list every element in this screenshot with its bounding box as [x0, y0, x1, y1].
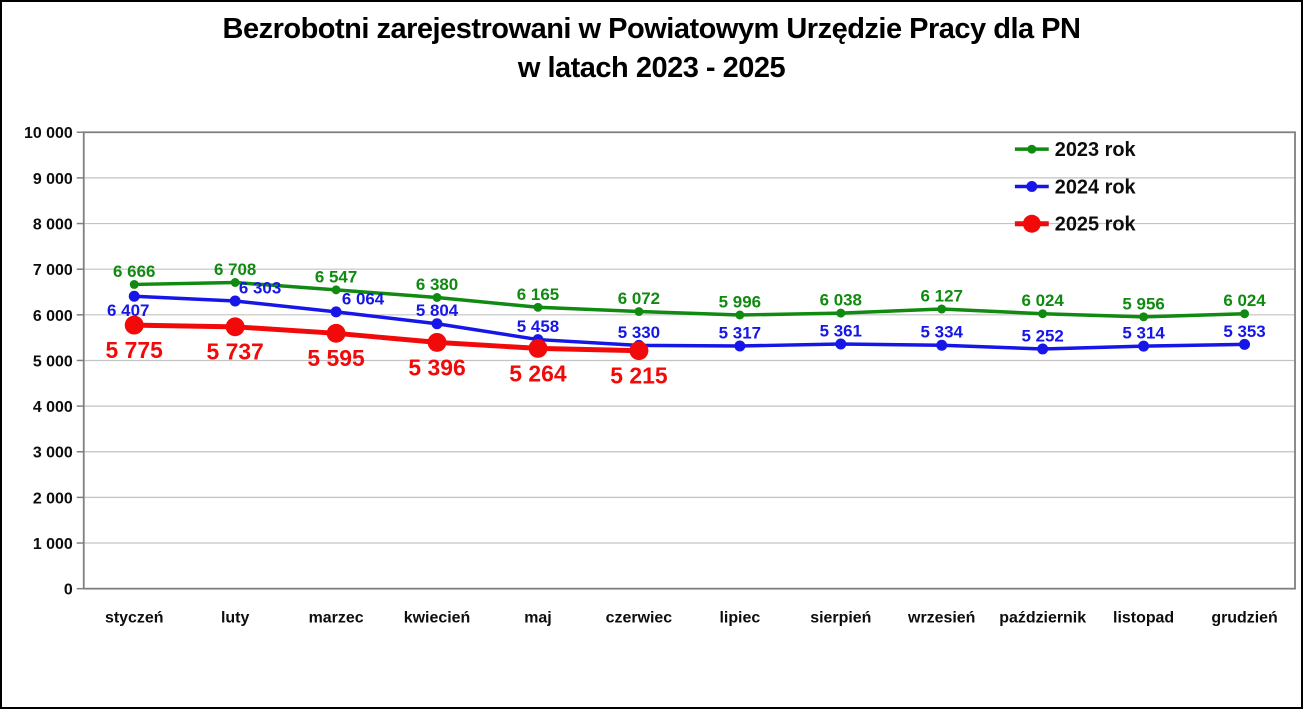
x-axis-label: grudzień	[1211, 609, 1277, 626]
data-point-2023	[937, 304, 947, 314]
x-axis-label: sierpień	[810, 609, 871, 626]
data-point-2023	[230, 278, 240, 287]
y-axis-label: 1 000	[33, 536, 73, 553]
y-axis-label: 8 000	[33, 217, 73, 234]
legend-marker-2025	[1022, 214, 1041, 233]
data-label-2023: 6 666	[113, 262, 155, 281]
data-label-2024: 5 334	[921, 323, 964, 342]
data-label-2023: 6 024	[1021, 291, 1064, 310]
x-axis-label: październik	[999, 609, 1086, 626]
y-axis-label: 2 000	[33, 490, 73, 507]
data-label-2023: 6 380	[416, 275, 458, 294]
data-point-2025	[528, 338, 548, 358]
legend-marker-2024	[1026, 180, 1038, 192]
data-point-2023	[1139, 312, 1149, 322]
x-axis-label: czerwiec	[606, 609, 673, 626]
data-label-2025: 5 595	[307, 345, 365, 371]
data-point-2024	[229, 295, 241, 307]
chart-title: Bezrobotni zarejestrowani w Powiatowym U…	[2, 10, 1301, 88]
data-point-2024	[128, 290, 140, 302]
data-point-2023	[836, 308, 846, 318]
data-label-2024: 6 407	[107, 301, 149, 320]
data-point-2023	[129, 279, 139, 289]
x-axis-label: maj	[524, 609, 551, 626]
data-label-2024: 5 330	[618, 323, 660, 342]
legend-marker-2023	[1027, 144, 1037, 154]
data-point-2024	[936, 339, 948, 351]
legend-label: 2024 rok	[1055, 176, 1137, 198]
data-label-2025: 5 264	[509, 360, 567, 386]
data-point-2024	[835, 338, 847, 350]
data-point-2023	[533, 302, 543, 312]
series-line-2025	[134, 322, 639, 354]
data-point-2024	[330, 306, 342, 318]
data-label-2025: 5 396	[408, 354, 465, 380]
data-label-2024: 6 303	[239, 279, 281, 298]
data-label-2024: 6 064	[342, 289, 385, 308]
x-axis-label: wrzesień	[907, 609, 975, 626]
data-label-2024: 5 458	[517, 317, 559, 336]
data-point-2025	[629, 341, 649, 361]
data-label-2025: 5 737	[206, 339, 263, 365]
data-point-2023	[634, 307, 644, 317]
data-point-2025	[124, 315, 144, 335]
data-label-2024: 5 804	[416, 301, 459, 320]
data-label-2023: 5 956	[1122, 294, 1164, 313]
y-axis-label: 10 000	[24, 125, 73, 142]
data-point-2023	[1240, 309, 1250, 319]
y-axis-label: 6 000	[33, 308, 73, 325]
y-axis-label: 9 000	[33, 171, 73, 188]
data-point-2025	[326, 323, 346, 343]
data-label-2024: 5 361	[820, 322, 862, 341]
data-label-2023: 6 547	[315, 267, 357, 286]
data-label-2023: 6 708	[214, 260, 256, 279]
x-axis-label: styczeń	[105, 609, 163, 626]
y-axis-label: 4 000	[33, 399, 73, 416]
data-point-2024	[1239, 338, 1251, 350]
data-label-2023: 6 024	[1223, 291, 1266, 310]
data-point-2024	[1037, 343, 1049, 355]
x-axis-label: listopad	[1113, 609, 1174, 626]
data-label-2024: 5 252	[1021, 326, 1063, 345]
data-label-2025: 5 215	[610, 363, 668, 389]
data-point-2024	[1138, 340, 1150, 352]
data-label-2023: 6 072	[618, 289, 660, 308]
data-label-2024: 5 353	[1223, 322, 1265, 341]
data-point-2024	[431, 318, 443, 330]
x-axis-label: lipiec	[719, 609, 760, 626]
data-point-2023	[432, 293, 442, 302]
legend-label: 2023 rok	[1055, 139, 1137, 161]
data-label-2023: 6 038	[820, 291, 862, 310]
data-point-2024	[734, 340, 746, 352]
data-label-2025: 5 775	[106, 337, 164, 363]
chart-title-line2: w latach 2023 - 2025	[517, 52, 786, 84]
y-axis-label: 5 000	[33, 353, 73, 370]
data-point-2023	[1038, 309, 1048, 319]
chart-title-line1: Bezrobotni zarejestrowani w Powiatowym U…	[222, 13, 1081, 45]
x-axis-label: kwiecień	[404, 609, 470, 626]
data-point-2025	[225, 317, 245, 337]
data-point-2023	[735, 310, 745, 320]
series-line-2023	[134, 280, 1245, 319]
data-label-2024: 5 317	[719, 324, 761, 343]
y-axis-label: 7 000	[33, 262, 73, 279]
x-axis-label: luty	[221, 609, 249, 626]
data-label-2023: 5 996	[719, 293, 761, 312]
data-point-2025	[427, 332, 447, 352]
y-axis-label: 0	[64, 582, 73, 599]
y-axis-label: 3 000	[33, 445, 73, 462]
legend-label: 2025 rok	[1055, 214, 1137, 236]
data-point-2023	[331, 285, 341, 295]
data-label-2023: 6 127	[921, 287, 963, 306]
series-line-2024	[134, 294, 1245, 351]
data-label-2024: 5 314	[1122, 324, 1165, 343]
x-axis-label: marzec	[309, 609, 364, 626]
data-label-2023: 6 165	[517, 285, 559, 304]
